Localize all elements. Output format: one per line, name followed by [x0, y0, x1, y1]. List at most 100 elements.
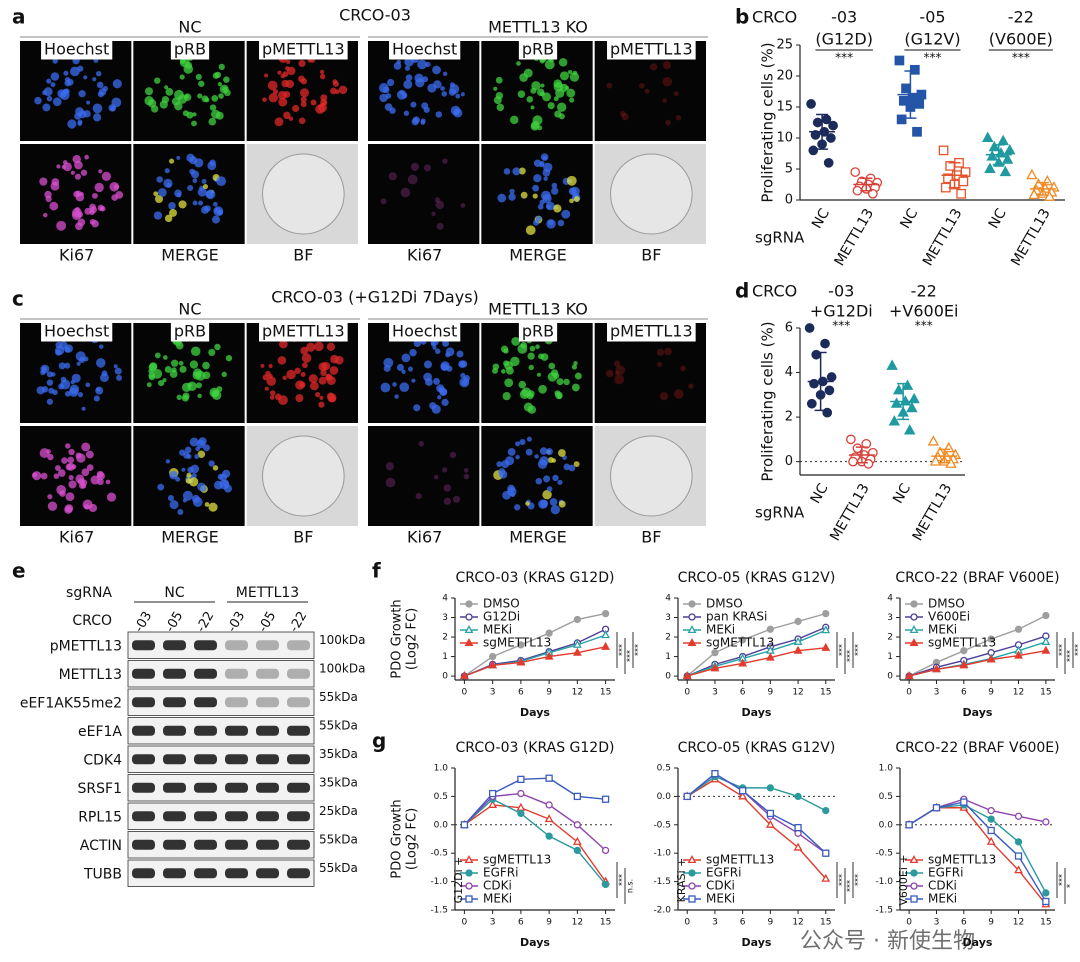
marker	[517, 775, 525, 784]
marker	[601, 880, 610, 889]
cell-signal	[535, 215, 542, 222]
cell-signal	[47, 501, 58, 511]
legend-label: CDKi	[706, 879, 735, 893]
cell-signal	[532, 184, 540, 192]
cell-signal	[47, 494, 53, 500]
cell-signal	[545, 448, 553, 456]
marker	[1042, 611, 1050, 620]
marker	[910, 613, 918, 621]
cell-signal	[310, 381, 319, 391]
cell-signal	[77, 218, 86, 227]
cell-signal	[217, 209, 223, 216]
cell-signal	[205, 189, 216, 200]
cell-signal	[453, 108, 463, 118]
blot-band	[194, 668, 217, 679]
marker	[1014, 865, 1023, 874]
cell-signal	[75, 107, 84, 116]
cell-signal	[221, 371, 227, 378]
cell-signal	[169, 208, 177, 217]
mean-sd	[848, 446, 875, 464]
cell-signal	[282, 375, 287, 381]
cell-signal	[530, 122, 539, 131]
cell-signal	[54, 465, 61, 471]
blot-band	[194, 868, 217, 879]
cell-signal	[563, 463, 571, 471]
significance: n.s.	[626, 879, 635, 893]
cell-signal	[380, 382, 391, 393]
marker	[687, 625, 697, 634]
cell-signal	[76, 453, 86, 463]
cell-signal	[43, 87, 53, 97]
chart-title: CRCO-22 (BRAF V600E)	[895, 570, 1059, 586]
cell-signal	[384, 103, 393, 111]
cell-signal	[378, 83, 389, 93]
group-label: CRCO	[752, 282, 797, 301]
series-line	[686, 626, 827, 677]
cell-signal	[460, 92, 465, 97]
cell-signal	[46, 371, 53, 378]
legend-label: MEKi	[706, 892, 735, 906]
legend-label: sgMETTL13	[706, 636, 774, 650]
marker	[821, 873, 831, 882]
cell-signal	[201, 178, 207, 184]
marker	[488, 652, 497, 661]
cell-signal	[538, 353, 545, 360]
cell-signal	[429, 402, 437, 410]
cell-signal	[523, 402, 533, 412]
legend-label: MEKi	[706, 623, 735, 637]
cell-signal	[543, 176, 548, 181]
data-point	[906, 401, 918, 413]
organoid-outline	[610, 435, 693, 517]
data-point	[806, 398, 817, 409]
cell-signal	[62, 162, 72, 172]
cell-signal	[550, 505, 560, 515]
y-axis-label: PDO Growth	[390, 599, 405, 678]
marker	[794, 823, 802, 832]
y-tick-label: 1	[887, 652, 893, 662]
cell-signal	[197, 187, 207, 197]
chart-title: CRCO-05 (KRAS G12V)	[678, 740, 836, 756]
cell-signal	[449, 451, 457, 459]
cell-signal	[442, 158, 448, 164]
cell-signal	[164, 85, 169, 90]
cell-signal	[527, 352, 535, 360]
blot-band	[256, 640, 279, 651]
data-point	[984, 162, 996, 174]
blot-name: CDK4	[83, 752, 122, 768]
significance: ***	[846, 650, 855, 662]
legend-label: sgMETTL13	[483, 853, 551, 867]
marker	[601, 609, 610, 618]
cell-signal	[675, 115, 682, 121]
legend-label: G12Di	[483, 610, 520, 624]
x-tick-label: 15	[820, 688, 831, 698]
data-point	[1028, 188, 1040, 200]
cell-signal	[187, 382, 192, 388]
data-point	[1004, 144, 1016, 155]
cell-signal	[46, 95, 53, 102]
cell-signal	[167, 495, 175, 502]
blot-band	[194, 697, 217, 708]
x-tick-label: 6	[740, 688, 746, 698]
cell-signal	[115, 191, 124, 199]
legend-label: EGFRi	[483, 866, 518, 880]
cell-signal	[110, 105, 116, 112]
cell-signal	[178, 360, 184, 366]
marker	[465, 869, 473, 877]
cell-signal	[288, 116, 294, 121]
significance: ***	[838, 874, 847, 886]
cell-signal	[301, 353, 312, 363]
cell-signal	[518, 167, 526, 175]
cell-signal	[95, 386, 104, 395]
cell-signal	[548, 362, 556, 370]
blot-name: RPL15	[78, 809, 122, 825]
cell-signal	[559, 83, 569, 93]
legend-label: DMSO	[483, 597, 520, 611]
label-bg	[518, 38, 558, 60]
cell-signal	[439, 388, 448, 396]
cell-signal	[549, 498, 558, 506]
marker	[1014, 650, 1023, 659]
panel-label: e	[12, 559, 26, 583]
y-tick-label: 0.5	[657, 764, 671, 774]
legend-label: CDKi	[483, 879, 512, 893]
